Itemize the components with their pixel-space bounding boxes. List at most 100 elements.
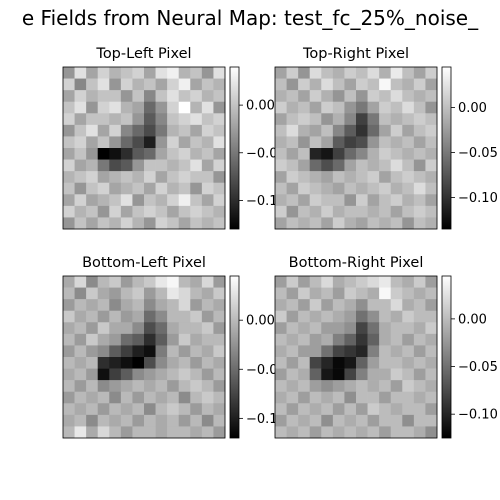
heatmap-cell (63, 78, 75, 91)
heatmap-cell (367, 368, 380, 381)
heatmap-cell (309, 101, 322, 114)
heatmap-cell (155, 310, 168, 323)
heatmap-cell (63, 101, 75, 114)
heatmap-cell (413, 368, 426, 381)
heatmap-cell (178, 322, 191, 335)
heatmap-cell (109, 113, 122, 126)
heatmap-cell (74, 148, 87, 160)
heatmap-cell (286, 426, 299, 439)
heatmap-cell (167, 414, 180, 427)
heatmap-cell (321, 78, 334, 91)
panel-title: Bottom-Left Pixel (82, 255, 206, 271)
heatmap-cell (309, 148, 322, 160)
heatmap-cell (155, 159, 168, 172)
heatmap-cell (178, 194, 191, 207)
heatmap-cell (190, 287, 203, 300)
heatmap-cell (413, 101, 426, 114)
heatmap-cell (132, 414, 145, 427)
heatmap-cell (344, 194, 357, 207)
heatmap-cell (155, 322, 168, 335)
heatmap-cell (132, 159, 145, 172)
heatmap-cell (120, 368, 133, 381)
heatmap-cell (155, 357, 168, 369)
heatmap-cell (201, 426, 214, 439)
heatmap-cell (109, 333, 122, 346)
heatmap-cell (332, 136, 345, 149)
heatmap-cell (425, 148, 438, 160)
heatmap-cell (178, 67, 191, 79)
heatmap-cell (144, 368, 156, 381)
heatmap-cell (190, 101, 203, 114)
heatmap-cell (144, 113, 156, 126)
heatmap-cell (390, 182, 403, 195)
heatmap-cell (425, 345, 438, 358)
heatmap-cell (190, 310, 203, 323)
heatmap-panel-2: Top-Right Pixel 0.00 −0.05 −0.10 (274, 46, 498, 230)
heatmap-cell (321, 357, 334, 369)
heatmap-cell (379, 159, 392, 172)
heatmap-cell (190, 345, 203, 358)
heatmap-cell (367, 90, 380, 103)
heatmap-cell (178, 403, 191, 416)
heatmap-cell (144, 391, 156, 404)
heatmap-cell (63, 322, 75, 335)
heatmap-cell (298, 124, 311, 137)
heatmap-cell (390, 171, 403, 184)
heatmap-cell (425, 322, 438, 335)
heatmap-cell (97, 67, 110, 79)
heatmap-cell (120, 217, 133, 230)
heatmap-cell (367, 333, 380, 346)
heatmap-cell (402, 299, 415, 312)
heatmap-cell (332, 287, 345, 300)
heatmap-cell (379, 171, 392, 184)
figure-suptitle: e Fields from Neural Map: test_fc_25%_no… (21, 6, 479, 30)
heatmap-cell (332, 276, 345, 288)
heatmap-cell (425, 101, 438, 114)
heatmap-cell (298, 148, 311, 160)
heatmap-cell (275, 345, 287, 358)
heatmap-cell (425, 380, 438, 393)
heatmap-cell (379, 148, 392, 160)
heatmap-cell (74, 171, 87, 184)
heatmap-cell (402, 391, 415, 404)
heatmap-cell (144, 380, 156, 393)
heatmap-cell (402, 426, 415, 439)
heatmap-cell (155, 391, 168, 404)
heatmap-cell (178, 101, 191, 114)
heatmap-cell (344, 322, 357, 335)
heatmap-cell (109, 287, 122, 300)
heatmap-cell (286, 90, 299, 103)
heatmap-cell (144, 426, 156, 439)
heatmap-cell (86, 357, 99, 369)
panel-title: Top-Right Pixel (302, 46, 409, 62)
heatmap-cell (132, 78, 145, 91)
heatmap-cell (321, 426, 334, 439)
heatmap-cell (132, 310, 145, 323)
heatmap-cell (132, 101, 145, 114)
heatmap-cell (63, 205, 75, 218)
heatmap-cell (109, 322, 122, 335)
heatmap-cell (275, 159, 287, 172)
heatmap-cell (379, 333, 392, 346)
heatmap-cell (132, 287, 145, 300)
heatmap-cell (425, 171, 438, 184)
heatmap-cell (321, 113, 334, 126)
heatmap-cell (155, 403, 168, 416)
heatmap-cell (275, 391, 287, 404)
heatmap-cell (286, 205, 299, 218)
heatmap-cell (155, 299, 168, 312)
heatmap-cell (167, 310, 180, 323)
heatmap-cell (167, 148, 180, 160)
heatmap-cell (367, 276, 380, 288)
heatmap-cell (178, 426, 191, 439)
heatmap-cell (167, 136, 180, 149)
heatmap-cell (97, 345, 110, 358)
heatmap-cell (190, 414, 203, 427)
heatmap-cell (309, 194, 322, 207)
heatmap-cell (309, 182, 322, 195)
heatmap-cell (167, 67, 180, 79)
heatmap-cell (356, 136, 368, 149)
heatmap-cell (144, 136, 156, 149)
colorbar-tick-label: −0.05 (458, 360, 498, 375)
